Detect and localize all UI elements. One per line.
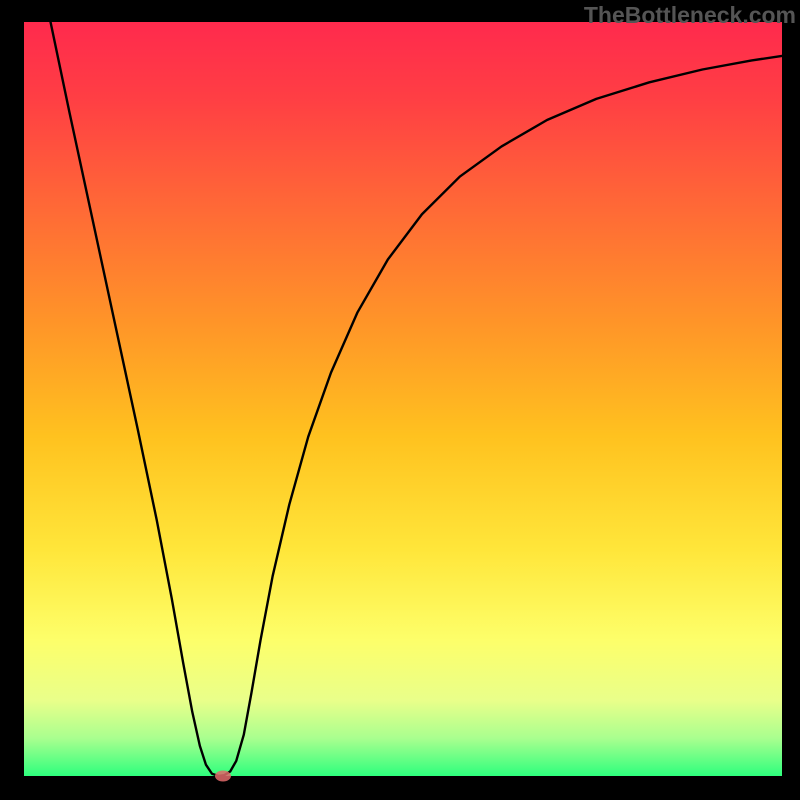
plot-area [24, 22, 782, 776]
watermark-text: TheBottleneck.com [584, 0, 800, 29]
marker-dot [215, 771, 231, 782]
bottleneck-curve [51, 22, 782, 776]
bottleneck-curve-svg [24, 22, 782, 776]
